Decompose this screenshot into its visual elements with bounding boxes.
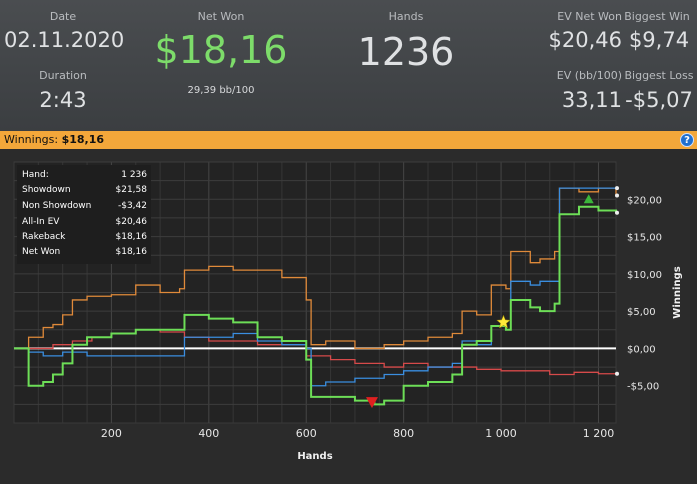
- date-label: Date: [49, 10, 77, 23]
- info-row-showdown: Showdown $21,58: [22, 185, 147, 199]
- series-end-dot: [615, 371, 619, 376]
- biggest-win-star-marker: [496, 314, 511, 329]
- info-row-hand: Hand: 1 236: [22, 170, 147, 184]
- x-tick-label: 800: [393, 427, 414, 440]
- info-value: 1 236: [121, 170, 147, 180]
- series-end-dot: [615, 186, 619, 191]
- info-key: Non Showdown: [22, 201, 92, 211]
- y-tick-label: $20,00: [627, 195, 662, 206]
- x-tick-label: 200: [101, 427, 122, 440]
- info-value: $18,16: [115, 247, 148, 257]
- info-value: -$3,42: [117, 201, 147, 211]
- session-marker: [583, 194, 594, 204]
- y-tick-label: $10,00: [627, 270, 662, 281]
- series-end-dot: [615, 193, 619, 198]
- winnings-bar-label: Winnings:: [4, 133, 59, 146]
- info-value: $20,46: [115, 217, 148, 227]
- ev-bb-label: EV (bb/100): [556, 69, 622, 82]
- duration-value: 2:43: [39, 88, 87, 112]
- net-won-label: Net Won: [197, 10, 245, 23]
- bb-per-100: 29,39 bb/100: [187, 85, 255, 96]
- series-line-all-in-ev: [14, 187, 616, 387]
- ev-net-won-value: $20,46: [548, 28, 622, 52]
- info-row-allin-ev: All-In EV $20,46: [22, 217, 147, 231]
- x-axis-label: Hands: [297, 451, 332, 462]
- x-tick-label: 1 200: [583, 427, 615, 440]
- hands-label: Hands: [388, 10, 424, 23]
- winnings-bar-text: Winnings: $18,16: [4, 131, 104, 149]
- info-key: Rakeback: [22, 232, 66, 242]
- series-line-net-won: [14, 205, 617, 406]
- series-line-showdown: [14, 187, 617, 350]
- stats-panel: Date 02.11.2020 Duration 2:43 Net Won $1…: [0, 0, 697, 131]
- y-tick-label: -$5,00: [627, 382, 659, 393]
- biggest-loss-triangle-marker: [365, 397, 378, 409]
- x-tick-label: 1 000: [485, 427, 517, 440]
- biggest-win-label: Biggest Win: [624, 10, 690, 23]
- info-row-rakeback: Rakeback $18,16: [22, 232, 147, 246]
- y-tick-label: $0,00: [627, 344, 656, 355]
- winnings-bar-value: $18,16: [61, 133, 105, 146]
- ev-bb-value: 33,11: [561, 88, 622, 112]
- info-row-net-won: Net Won $18,16: [22, 247, 147, 261]
- info-key: Hand:: [22, 170, 49, 180]
- winnings-bar: Winnings: $18,16 ?: [0, 131, 697, 149]
- x-tick-label: 400: [198, 427, 219, 440]
- info-key: All-In EV: [22, 217, 60, 227]
- biggest-loss-label: Biggest Loss: [624, 69, 694, 82]
- biggest-win-value: $9,74: [628, 28, 690, 52]
- hands-value: 1236: [357, 30, 455, 74]
- ev-net-won-label: EV Net Won: [557, 10, 622, 23]
- x-tick-label: 600: [296, 427, 317, 440]
- duration-label: Duration: [39, 69, 87, 82]
- net-won-value: $18,16: [154, 28, 288, 72]
- info-row-non-showdown: Non Showdown -$3,42: [22, 201, 147, 215]
- series-end-dot: [615, 210, 619, 215]
- y-tick-label: $5,00: [627, 307, 656, 318]
- y-tick-label: $15,00: [627, 233, 662, 244]
- hand-info-box: Hand: 1 236 Showdown $21,58 Non Showdown -$…: [17, 165, 151, 264]
- info-key: Net Won: [22, 247, 61, 257]
- info-value: $21,58: [115, 185, 148, 195]
- y-axis-label: Winnings: [672, 266, 683, 318]
- date-value: 02.11.2020: [4, 28, 125, 52]
- info-value: $18,16: [115, 232, 148, 242]
- biggest-loss-value: -$5,07: [625, 88, 693, 112]
- help-icon[interactable]: ?: [680, 133, 694, 147]
- info-key: Showdown: [22, 185, 71, 195]
